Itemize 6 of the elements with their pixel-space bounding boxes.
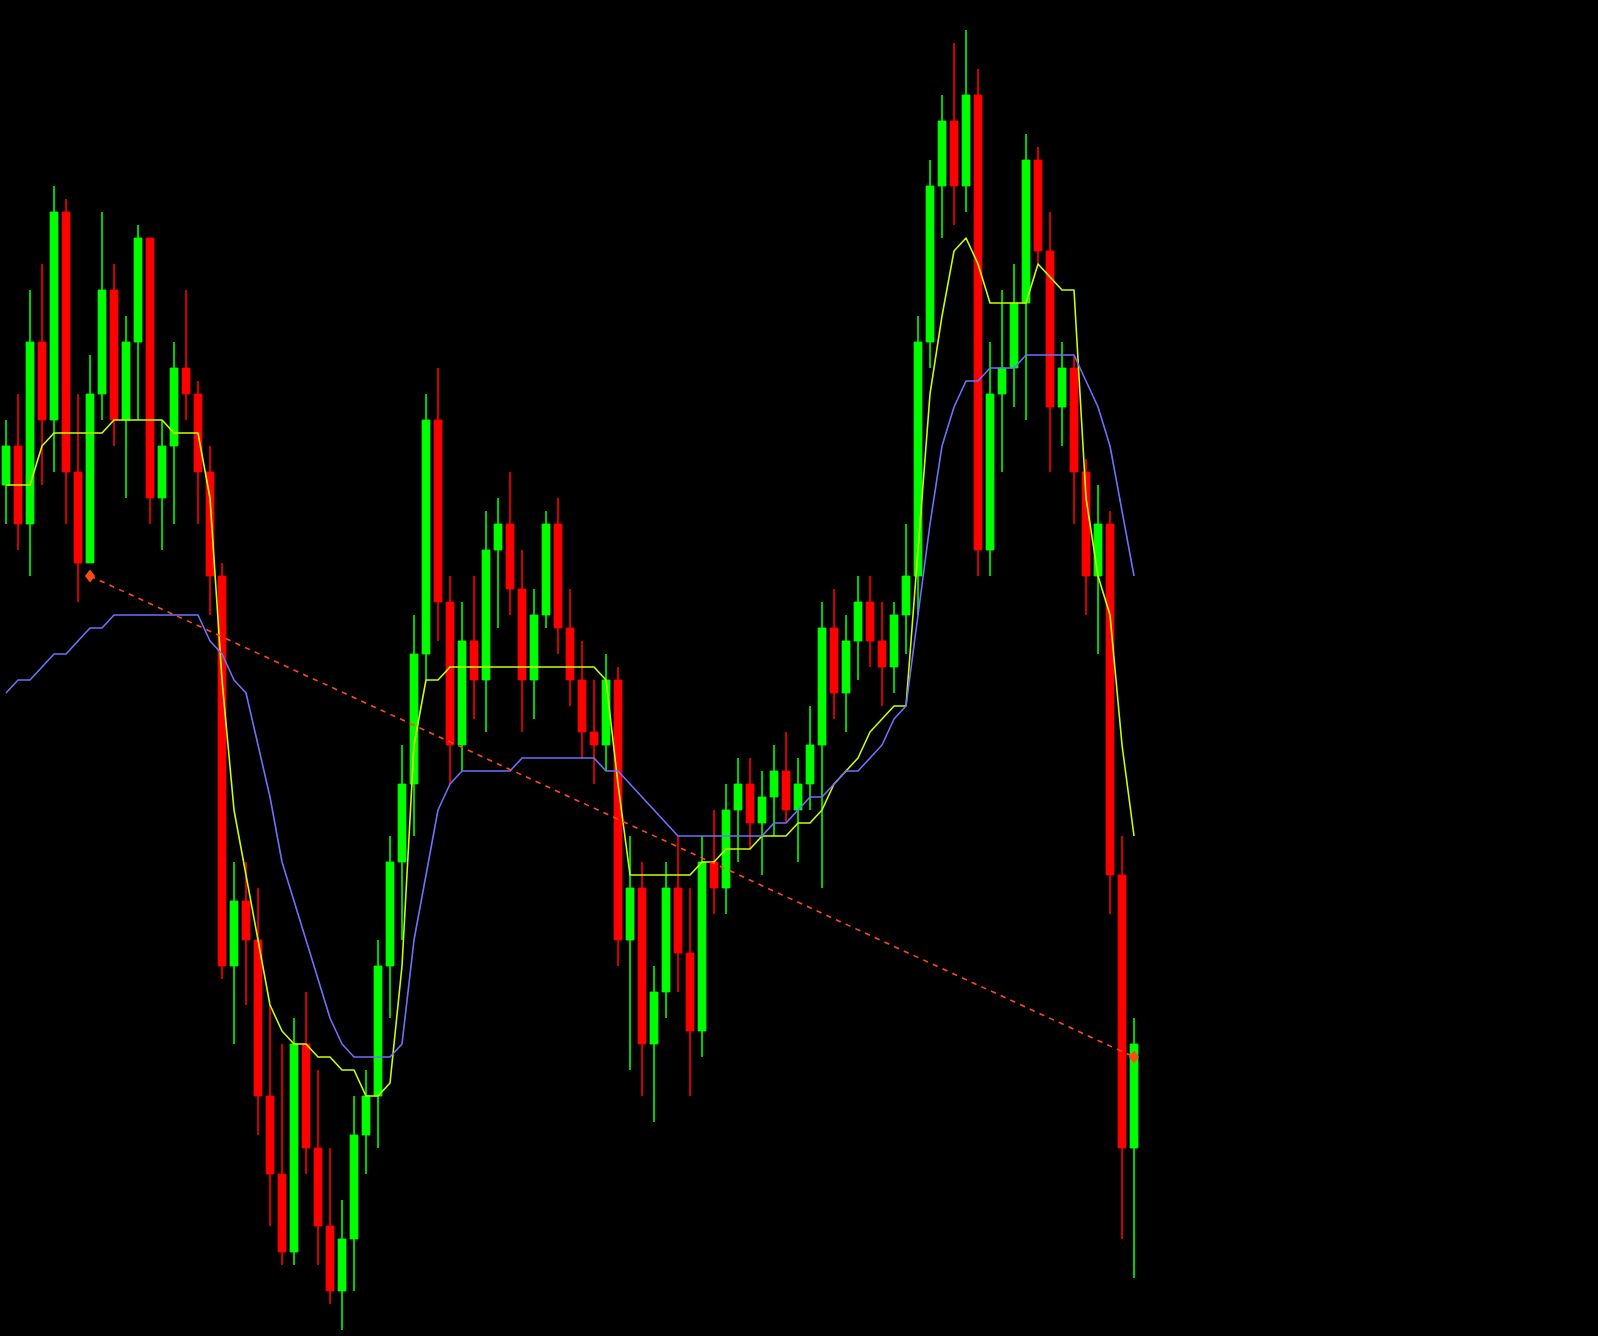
candlestick <box>1 419 11 525</box>
candlestick <box>469 575 479 720</box>
candlestick <box>709 809 719 915</box>
candlestick <box>781 731 791 824</box>
candlestick <box>1057 341 1067 447</box>
candlestick <box>745 757 755 850</box>
